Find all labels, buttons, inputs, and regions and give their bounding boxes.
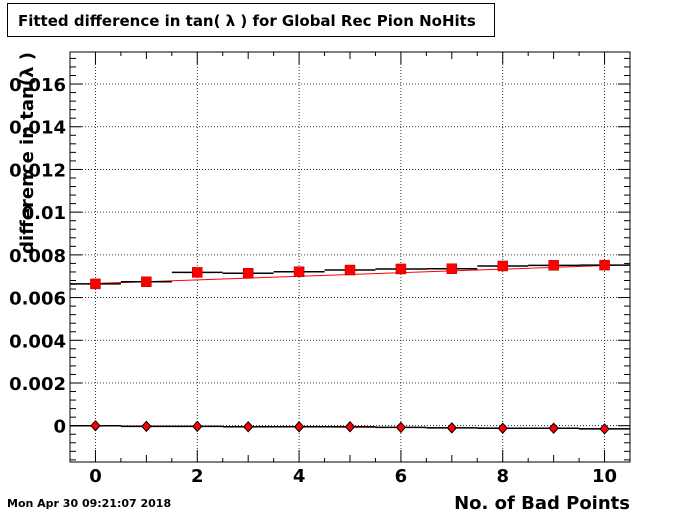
y-tick-label: 0.008 [9, 246, 66, 267]
y-tick-label: 0 [53, 417, 66, 438]
data-point-diamond [243, 421, 254, 433]
y-tick-label: 0.016 [9, 75, 66, 96]
title-box: Fitted difference in tan( λ ) for Global… [7, 3, 495, 37]
y-tick-label: 0.014 [9, 118, 66, 139]
x-tick-label: 2 [191, 466, 204, 487]
timestamp: Mon Apr 30 09:21:07 2018 [7, 497, 172, 510]
data-point-square [344, 264, 356, 276]
fit-lines [69, 264, 631, 430]
y-tick-label: 0.01 [22, 203, 66, 224]
x-tick-label: 8 [496, 466, 509, 487]
data-point-square [141, 276, 152, 288]
grid [70, 52, 630, 462]
axes [69, 51, 631, 463]
data-point-square [192, 267, 203, 278]
y-tick-label: 0.012 [9, 160, 66, 181]
x-tick-label: 4 [293, 466, 306, 487]
y-tick-label: 0.006 [9, 289, 66, 310]
step-markers [70, 264, 630, 430]
y-tick-label: 0.002 [9, 374, 66, 395]
data-point-square [599, 259, 610, 271]
data-point-diamond [293, 421, 305, 433]
data-point-diamond [548, 422, 559, 435]
data-point-diamond [344, 421, 356, 433]
chart-title: Fitted difference in tan( λ ) for Global… [18, 12, 476, 30]
tick-labels: 0 2 4 6 8 10 0 0.002 0.004 0.006 0.008 0.01 0.012 0.0… [9, 75, 617, 487]
y-tick-label: 0.004 [9, 331, 66, 352]
data-point-diamond [395, 421, 407, 434]
data-point-diamond [141, 420, 152, 433]
data-point-square [497, 260, 508, 272]
data-point-diamond [192, 420, 203, 433]
x-tick-label: 6 [395, 466, 408, 487]
data-point-square [395, 263, 407, 275]
x-axis-title: No. of Bad Points [454, 493, 630, 514]
tick-marks [69, 52, 631, 462]
data-point-diamond [497, 422, 508, 435]
data-point-square [242, 267, 254, 279]
data-point-diamond [599, 423, 610, 435]
x-tick-label: 10 [592, 466, 617, 487]
data-point-square [90, 278, 101, 290]
data-point-diamond [446, 422, 457, 434]
plot-frame [69, 51, 631, 463]
data-point-diamond [90, 419, 101, 432]
y-axis-title: difference in tan(λ ) [17, 52, 38, 254]
x-tick-label: 0 [89, 466, 102, 487]
data-point-square [446, 263, 458, 274]
data-point-square [293, 266, 305, 277]
data-point-square [548, 260, 559, 271]
data-points [90, 259, 610, 435]
